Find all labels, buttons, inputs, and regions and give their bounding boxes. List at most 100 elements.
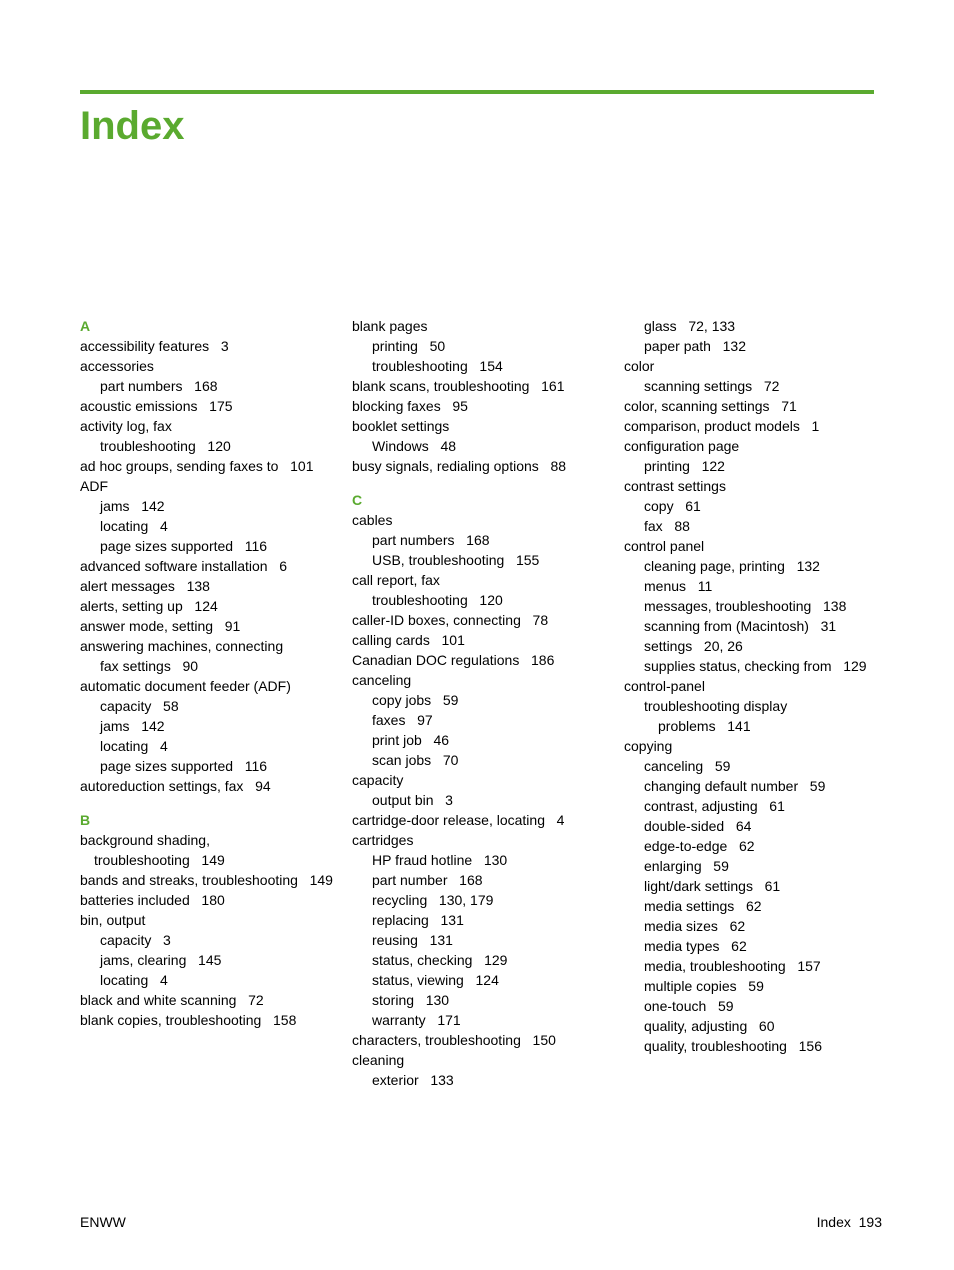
index-entry: color, scanning settings 71 <box>638 396 882 416</box>
index-entry: capacity <box>366 770 610 790</box>
index-entry: busy signals, redialing options 88 <box>366 456 610 476</box>
index-entry-pages: 95 <box>452 398 468 414</box>
index-entry-pages: 168 <box>466 532 489 548</box>
index-entry: status, viewing 124 <box>386 970 610 990</box>
index-entry-pages: 88 <box>674 518 690 534</box>
index-entry-text: page sizes supported <box>100 538 233 554</box>
index-entry: status, checking 129 <box>386 950 610 970</box>
index-entry-text: page sizes supported <box>100 758 233 774</box>
index-entry-text: replacing <box>372 912 429 928</box>
index-entry-text: media, troubleshooting <box>644 958 786 974</box>
index-entry-pages: 62 <box>746 898 762 914</box>
index-entry: caller-ID boxes, connecting 78 <box>366 610 610 630</box>
index-entry-pages: 48 <box>440 438 456 454</box>
index-entry-text: status, checking <box>372 952 472 968</box>
index-entry-text: comparison, product models <box>624 418 800 434</box>
index-entry: HP fraud hotline 130 <box>386 850 610 870</box>
index-entry: capacity 3 <box>114 930 338 950</box>
index-entry: scanning settings 72 <box>658 376 882 396</box>
index-entry-text: settings <box>644 638 692 654</box>
index-entry-pages: 4 <box>160 518 168 534</box>
index-entry: accessories <box>94 356 338 376</box>
index-entry: alert messages 138 <box>94 576 338 596</box>
index-entry: canceling <box>366 670 610 690</box>
index-entry: blank pages <box>366 316 610 336</box>
index-entry-text: media types <box>644 938 719 954</box>
index-entry: Canadian DOC regulations 186 <box>366 650 610 670</box>
index-entry: bands and streaks, troubleshooting 149 <box>94 870 338 890</box>
index-entry: copy jobs 59 <box>386 690 610 710</box>
index-entry-text: fax settings <box>100 658 171 674</box>
index-entry-text: ADF <box>80 478 108 494</box>
index-entry-pages: 129 <box>843 658 866 674</box>
index-entry-text: alert messages <box>80 578 175 594</box>
index-entry-text: double-sided <box>644 818 724 834</box>
index-entry-pages: 124 <box>476 972 499 988</box>
index-entry-text: scanning settings <box>644 378 752 394</box>
index-entry-text: answering machines, connecting <box>80 638 283 654</box>
index-entry: media sizes 62 <box>658 916 882 936</box>
index-entry-pages: 120 <box>479 592 502 608</box>
index-entry-pages: 4 <box>557 812 565 828</box>
index-entry-pages: 145 <box>198 952 221 968</box>
index-entry-text: ad hoc groups, sending faxes to <box>80 458 278 474</box>
index-entry: media, troubleshooting 157 <box>658 956 882 976</box>
index-entry-text: capacity <box>100 698 151 714</box>
index-entry-pages: 61 <box>769 798 785 814</box>
index-entry-pages: 116 <box>245 758 267 774</box>
index-entry: contrast, adjusting 61 <box>658 796 882 816</box>
footer-right: Index 193 <box>817 1214 882 1230</box>
index-entry-pages: 50 <box>430 338 446 354</box>
index-entry-text: batteries included <box>80 892 190 908</box>
index-entry-text: recycling <box>372 892 427 908</box>
index-entry-pages: 120 <box>207 438 230 454</box>
index-entry-pages: 150 <box>533 1032 556 1048</box>
index-entry: quality, troubleshooting 156 <box>658 1036 882 1056</box>
index-entry-pages: 59 <box>713 858 729 874</box>
index-entry: part numbers 168 <box>386 530 610 550</box>
index-entry-pages: 124 <box>194 598 217 614</box>
index-entry-text: contrast settings <box>624 478 726 494</box>
index-entry: control-panel <box>638 676 882 696</box>
index-entry: acoustic emissions 175 <box>94 396 338 416</box>
index-entry: print job 46 <box>386 730 610 750</box>
index-entry-pages: 131 <box>441 912 464 928</box>
index-entry: messages, troubleshooting 138 <box>658 596 882 616</box>
index-entry-text: warranty <box>372 1012 426 1028</box>
index-entry-text: part number <box>372 872 447 888</box>
header-rule <box>80 90 874 94</box>
index-entry-text: activity log, fax <box>80 418 172 434</box>
index-entry-text: media settings <box>644 898 734 914</box>
index-entry-text: locating <box>100 972 148 988</box>
index-entry: automatic document feeder (ADF) <box>94 676 338 696</box>
index-entry: light/dark settings 61 <box>658 876 882 896</box>
index-entry-text: light/dark settings <box>644 878 753 894</box>
page-footer: ENWW Index 193 <box>80 1214 882 1230</box>
index-entry: configuration page <box>638 436 882 456</box>
index-letter-heading: A <box>80 316 338 336</box>
index-entry: warranty 171 <box>386 1010 610 1030</box>
index-entry-pages: 72 <box>248 992 264 1008</box>
index-entry-pages: 116 <box>245 538 267 554</box>
index-entry: replacing 131 <box>386 910 610 930</box>
index-entry: Windows 48 <box>386 436 610 456</box>
index-entry-text: scan jobs <box>372 752 431 768</box>
index-entry: control panel <box>638 536 882 556</box>
index-entry-text: status, viewing <box>372 972 464 988</box>
index-entry-pages: 64 <box>736 818 752 834</box>
index-entry-text: printing <box>644 458 690 474</box>
index-entry-pages: 46 <box>433 732 449 748</box>
index-entry-pages: 171 <box>437 1012 460 1028</box>
index-entry: activity log, fax <box>94 416 338 436</box>
index-entry-pages: 72, 133 <box>688 318 735 334</box>
index-entry-text: cables <box>352 512 392 528</box>
index-entry-text: fax <box>644 518 663 534</box>
index-entry: comparison, product models 1 <box>638 416 882 436</box>
index-entry: jams, clearing 145 <box>114 950 338 970</box>
index-entry-text: enlarging <box>644 858 702 874</box>
index-entry-text: troubleshooting <box>372 358 468 374</box>
index-entry: settings 20, 26 <box>658 636 882 656</box>
index-entry: cartridge-door release, locating 4 <box>366 810 610 830</box>
index-entry: troubleshooting 154 <box>386 356 610 376</box>
index-entry: output bin 3 <box>386 790 610 810</box>
